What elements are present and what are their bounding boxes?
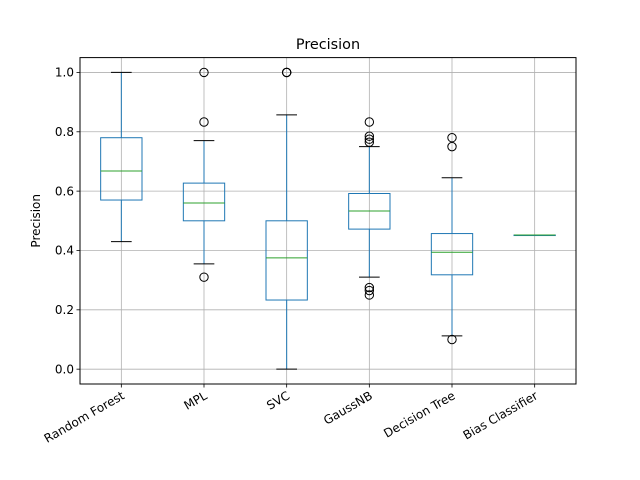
y-tick-label: 0.2: [55, 303, 74, 317]
grid-lines: [80, 57, 576, 384]
y-tick-label: 0.4: [55, 244, 74, 258]
axes-frame: [79, 57, 577, 385]
y-tick-label: 0.6: [55, 184, 74, 198]
outlier-point: [364, 117, 375, 127]
outlier-point: [364, 285, 375, 296]
outlier-point: [364, 282, 375, 293]
x-tick-label: Decision Tree: [381, 388, 457, 440]
outlier-point: [199, 117, 209, 127]
box-plot-marks: [100, 67, 556, 370]
x-tick-label: SVC: [264, 388, 292, 412]
x-tick-label: MPL: [181, 388, 209, 412]
outlier-point: [364, 137, 375, 147]
outlier-point: [199, 67, 209, 78]
box-group: [100, 71, 143, 243]
box-group: [265, 67, 308, 370]
box-iqr: [265, 220, 308, 301]
outlier-point: [199, 272, 209, 282]
outlier-point: [364, 290, 375, 300]
y-axis: 0.0 0.2 0.4 0.6 0.8 1.0: [55, 66, 80, 376]
box-iqr: [430, 233, 474, 276]
x-tick-label: Bias Classifier: [461, 388, 541, 442]
box-group: [182, 67, 226, 282]
y-tick-label: 0.8: [55, 125, 74, 139]
box-group: [430, 133, 474, 345]
x-tick-label: GaussNB: [321, 388, 375, 427]
box-group: [513, 234, 556, 237]
y-tick-label: 1.0: [55, 66, 74, 80]
y-axis-label: Precision: [29, 194, 43, 248]
y-tick-label: 0.0: [55, 362, 74, 376]
outlier-point: [364, 134, 375, 144]
outlier-point: [281, 67, 292, 78]
box-iqr: [182, 182, 226, 222]
outlier-point: [447, 141, 457, 152]
x-axis: Random Forest MPL SVC GaussNB Decision Tree B…: [42, 384, 541, 446]
chart-title: Precision: [296, 37, 360, 53]
box-iqr: [100, 137, 143, 201]
outlier-point: [447, 133, 457, 143]
outlier-point: [364, 131, 375, 141]
x-tick-label: Random Forest: [42, 388, 127, 445]
outlier-point: [447, 334, 457, 345]
box-group: [348, 117, 391, 300]
